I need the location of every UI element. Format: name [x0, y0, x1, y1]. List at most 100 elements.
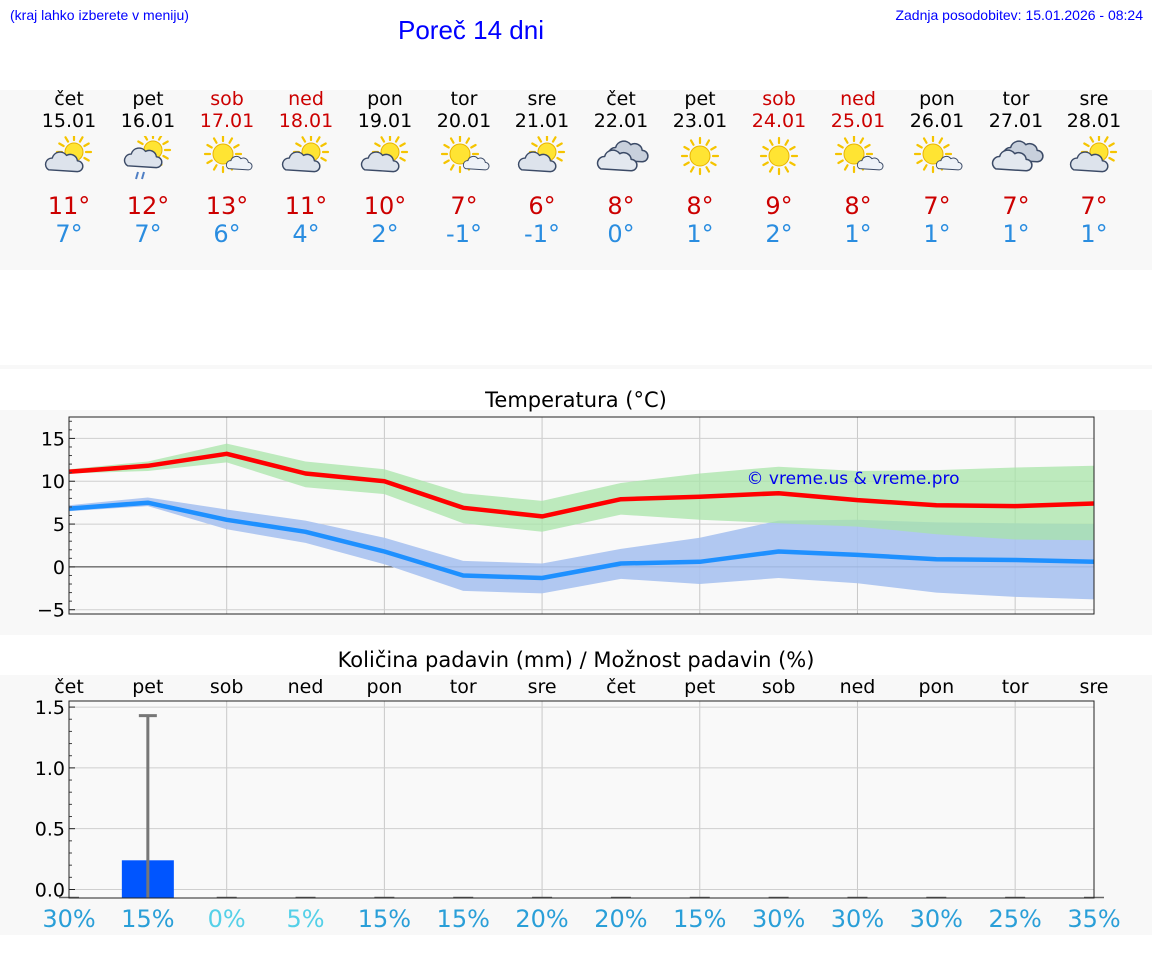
precip-probability-label: 20% [594, 905, 647, 933]
sun-ray [78, 136, 84, 143]
y-tick-label: 0 [53, 557, 65, 579]
x-category-label: sob [762, 676, 796, 698]
icon-group [991, 140, 1044, 172]
sun-ray [162, 154, 169, 160]
x-category-label: čet [606, 676, 636, 698]
light-rain-icon [123, 136, 172, 180]
sun-ray [374, 142, 381, 148]
max-temp: 8° [844, 192, 872, 220]
y-tick-label: 15 [41, 428, 65, 450]
sun-ray [531, 142, 538, 148]
cloud-shape [517, 151, 557, 173]
day-name: sob [762, 88, 796, 110]
cloud-outline [44, 151, 84, 173]
max-temp: 6° [528, 192, 556, 220]
cloud-shape [462, 155, 490, 171]
sun-ray [449, 137, 455, 144]
sun-ray [295, 142, 302, 148]
min-temp: 7° [134, 220, 162, 248]
sun-ray [943, 143, 950, 149]
sun-ray [784, 139, 790, 146]
max-temp: 12° [126, 192, 170, 220]
sun-ray [157, 136, 163, 141]
precip-probability-label: 30% [42, 905, 95, 933]
sun-disc [212, 143, 234, 165]
sun-ray [768, 139, 774, 146]
sun-ray [1083, 142, 1090, 148]
sun-ray [762, 145, 769, 151]
y-tick-label: 5 [53, 514, 65, 536]
icon-group [759, 136, 799, 176]
sun-ray [762, 161, 769, 167]
partly-cloudy-icon [44, 136, 93, 173]
watermark: © vreme.us & vreme.pro [746, 469, 959, 489]
day-name: sob [210, 88, 244, 110]
sun-disc [768, 145, 790, 167]
location-menu-hint[interactable]: (kraj lahko izberete v meniju) [10, 7, 189, 23]
day-column: sre 21.01 6° -1° [502, 88, 582, 248]
plot-frame [68, 416, 1095, 615]
sunny-icon [759, 136, 799, 176]
precip-probability-label: 15% [358, 905, 411, 933]
sun-ray [233, 143, 240, 149]
sun-disc [449, 143, 471, 165]
cloud-outline [360, 151, 400, 173]
sun-ray [206, 159, 213, 165]
day-date: 16.01 [120, 110, 176, 132]
x-category-label: pon [918, 676, 954, 698]
icon-group [281, 136, 330, 173]
max-temp: 7° [923, 192, 951, 220]
min-temp: 0° [607, 220, 635, 248]
sun-ray [1089, 136, 1095, 143]
partly-cloudy-icon [1069, 136, 1118, 173]
sun-ray [399, 142, 406, 148]
cloud-outline [991, 149, 1033, 172]
day-name: pet [132, 88, 164, 110]
max-temp: 13° [205, 192, 249, 220]
cloud-shape [596, 149, 638, 172]
day-column: pon 19.01 10° 2° [345, 88, 425, 248]
icon-group [680, 136, 720, 176]
sun-ray [83, 142, 90, 148]
min-temp: 1° [1002, 220, 1030, 248]
day-date: 22.01 [593, 110, 649, 132]
sun-ray [537, 136, 543, 143]
cloud-shape [123, 147, 163, 169]
sun-ray [64, 136, 70, 143]
day-name: sre [527, 88, 557, 110]
last-updated: Zadnja posodobitev: 15.01.2026 - 08:24 [895, 7, 1143, 23]
sun-ray [380, 136, 386, 143]
day-date: 23.01 [672, 110, 728, 132]
precip-probability-label: 5% [286, 905, 324, 933]
precip-probability-label: 0% [208, 905, 246, 933]
min-temp: 4° [292, 220, 320, 248]
day-column: sob 17.01 13° 6° [187, 88, 267, 248]
divider-band [0, 365, 1152, 369]
day-name: pon [919, 88, 955, 110]
sun-ray [83, 156, 90, 162]
sun-ray [938, 137, 944, 144]
x-category-label: pon [367, 676, 403, 698]
cloud-outline [596, 149, 638, 172]
day-column: pet 23.01 8° 1° [660, 88, 740, 248]
day-date: 24.01 [751, 110, 807, 132]
max-temp: 8° [686, 192, 714, 220]
sun-ray [212, 137, 218, 144]
sunny-icon [680, 136, 720, 176]
max-temp: 11° [47, 192, 91, 220]
day-column: tor 27.01 7° 1° [976, 88, 1056, 248]
day-column: sob 24.01 9° 2° [739, 88, 819, 248]
day-column: ned 18.01 11° 4° [266, 88, 346, 248]
day-date: 27.01 [988, 110, 1044, 132]
min-temp: -1° [524, 220, 560, 248]
sun-ray [162, 140, 169, 146]
day-date: 21.01 [514, 110, 570, 132]
max-temp: 11° [284, 192, 328, 220]
max-temp: 8° [607, 192, 635, 220]
x-category-label: sob [210, 676, 244, 698]
x-category-label: čet [54, 676, 84, 698]
day-name: pet [684, 88, 716, 110]
sun-ray [710, 161, 717, 167]
sun-ray [710, 145, 717, 151]
min-temp: 1° [844, 220, 872, 248]
